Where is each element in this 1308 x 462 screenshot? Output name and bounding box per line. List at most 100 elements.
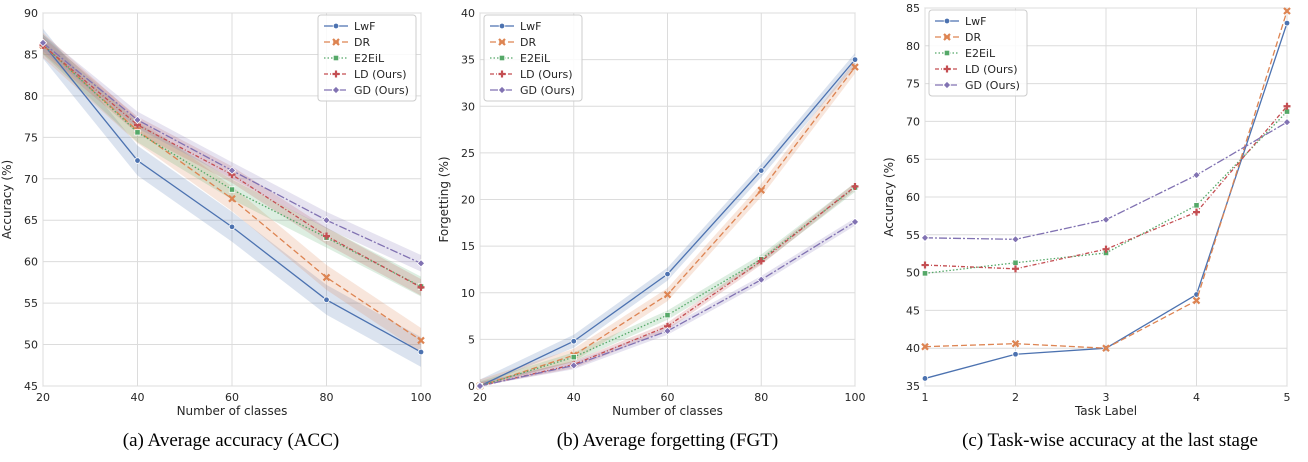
legend-box bbox=[928, 9, 1028, 97]
data-point bbox=[1192, 170, 1201, 180]
legend: LwF DR E2EiL LD (Ours) GD (Ours) bbox=[483, 14, 583, 102]
legend-item-dr: DR bbox=[490, 36, 536, 49]
y-tick-label: 55 bbox=[906, 229, 920, 242]
data-point bbox=[133, 115, 142, 125]
legend-marker bbox=[332, 22, 340, 30]
series-gd-ours bbox=[38, 38, 426, 268]
legend: LwF DR E2EiL LD (Ours) GD (Ours) bbox=[928, 9, 1028, 97]
legend-marker bbox=[943, 33, 951, 41]
data-point bbox=[1012, 265, 1019, 273]
data-point bbox=[1101, 215, 1111, 224]
x-tick-label: 1 bbox=[922, 391, 929, 404]
legend-label: GD (Ours) bbox=[354, 84, 409, 97]
y-tick-label: 15 bbox=[461, 240, 475, 253]
data-point bbox=[227, 166, 237, 175]
x-tick-label: 5 bbox=[1284, 391, 1291, 404]
data-point bbox=[1193, 202, 1200, 209]
data-point bbox=[570, 338, 577, 345]
data-point bbox=[663, 290, 672, 299]
legend-marker bbox=[331, 85, 341, 95]
legend-item-ld-ours: LD (Ours) bbox=[935, 63, 1018, 76]
legend-marker bbox=[943, 49, 951, 57]
y-tick-label: 10 bbox=[461, 287, 475, 300]
band-lwf bbox=[43, 28, 421, 367]
caption-b: (b) Average forgetting (FGT) bbox=[556, 430, 779, 451]
x-axis-label: Task Label bbox=[1074, 404, 1137, 418]
y-tick-label: 35 bbox=[906, 380, 920, 393]
legend-item-dr: DR bbox=[935, 31, 981, 44]
data-point bbox=[228, 186, 236, 193]
band-gd-ours bbox=[43, 34, 421, 272]
x-tick-label: 20 bbox=[36, 391, 50, 404]
legend-marker bbox=[498, 22, 506, 30]
y-tick-label: 20 bbox=[461, 194, 475, 207]
legend-marker bbox=[943, 65, 951, 73]
legend-label: GD (Ours) bbox=[520, 84, 575, 97]
series-gd-ours bbox=[475, 217, 860, 391]
data-point bbox=[323, 296, 330, 303]
legend-item-lwf: LwF bbox=[935, 15, 986, 28]
x-tick-label: 100 bbox=[411, 391, 432, 404]
legend-marker bbox=[942, 80, 952, 90]
y-tick-label: 35 bbox=[461, 54, 475, 67]
data-point bbox=[1011, 339, 1020, 348]
legend-label: E2EiL bbox=[354, 52, 385, 65]
data-point bbox=[851, 63, 859, 71]
legend-item-dr: DR bbox=[324, 36, 370, 49]
x-tick-label: 100 bbox=[845, 391, 866, 404]
y-axis-label: Accuracy (%) bbox=[882, 157, 896, 236]
legend-marker bbox=[332, 54, 340, 62]
caption-c: (c) Task-wise accuracy at the last stage bbox=[962, 430, 1258, 451]
legend-item-e2eil: E2EiL bbox=[490, 52, 551, 65]
legend-label: DR bbox=[354, 36, 370, 49]
data-point bbox=[322, 273, 331, 282]
data-point bbox=[475, 381, 485, 391]
data-point bbox=[1102, 245, 1110, 253]
series-lwf bbox=[476, 56, 859, 390]
legend-marker bbox=[498, 38, 506, 46]
legend-item-e2eil: E2EiL bbox=[324, 52, 385, 65]
legend-label: LD (Ours) bbox=[520, 68, 573, 81]
legend-marker bbox=[332, 70, 340, 78]
legend-item-ld-ours: LD (Ours) bbox=[324, 68, 407, 81]
y-tick-label: 60 bbox=[24, 256, 38, 269]
x-tick-label: 40 bbox=[567, 391, 581, 404]
data-point bbox=[416, 259, 426, 268]
data-point bbox=[851, 182, 859, 190]
x-axis-label: Number of classes bbox=[612, 404, 723, 418]
y-tick-label: 45 bbox=[906, 304, 920, 317]
data-point bbox=[417, 348, 425, 356]
data-point bbox=[758, 167, 765, 174]
y-tick-label: 55 bbox=[24, 297, 38, 310]
data-point bbox=[1282, 117, 1292, 127]
legend-item-lwf: LwF bbox=[490, 20, 541, 33]
data-point bbox=[921, 375, 929, 382]
data-point bbox=[757, 186, 766, 194]
series-dr bbox=[921, 7, 1291, 352]
legend-box bbox=[317, 14, 417, 102]
caption-a: (a) Average accuracy (ACC) bbox=[122, 430, 340, 451]
legend-marker bbox=[943, 17, 951, 25]
y-axis-label: Forgetting (%) bbox=[437, 156, 451, 242]
data-point bbox=[134, 129, 141, 136]
y-tick-label: 75 bbox=[906, 78, 920, 91]
y-axis-label: Accuracy (%) bbox=[0, 160, 14, 239]
series-line bbox=[42, 44, 422, 288]
data-point bbox=[1102, 344, 1110, 352]
data-point bbox=[850, 217, 860, 227]
data-point bbox=[921, 342, 929, 351]
series-line bbox=[479, 185, 856, 387]
x-tick-label: 4 bbox=[1193, 391, 1200, 404]
data-point bbox=[921, 261, 929, 269]
legend-label: E2EiL bbox=[520, 52, 551, 65]
legend-marker bbox=[498, 54, 506, 62]
legend-label: LD (Ours) bbox=[965, 63, 1018, 76]
data-point bbox=[1011, 235, 1020, 244]
y-tick-label: 80 bbox=[906, 40, 920, 53]
legend-marker bbox=[332, 38, 340, 46]
legend-label: DR bbox=[965, 31, 981, 44]
series-gd-ours bbox=[920, 117, 1292, 244]
